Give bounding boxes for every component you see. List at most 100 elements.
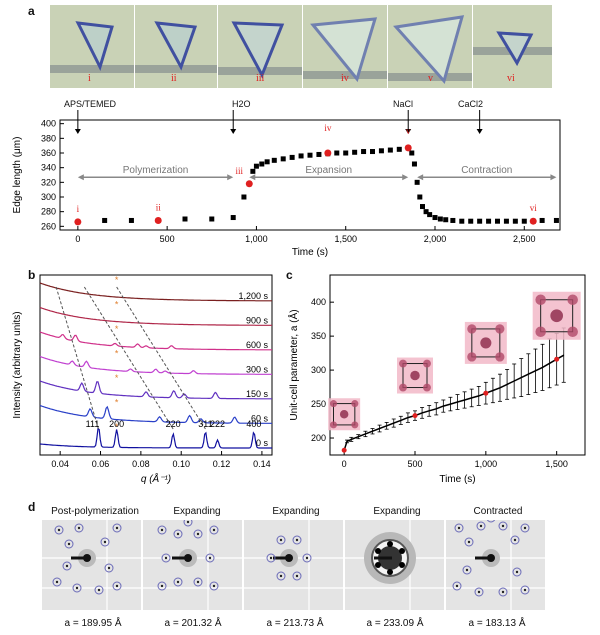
unit-cell-particle (399, 383, 407, 392)
bragg-spot (375, 548, 381, 554)
chart-saxs-intensity: 0.04 0.06 0.08 0.10 0.12 0.14 q (Å⁻¹) Intensity… (12, 274, 273, 485)
highlight-point (74, 218, 82, 226)
bragg-spot (295, 538, 299, 542)
beamstop (475, 556, 493, 560)
peak-marker: * (115, 373, 119, 383)
data-point (409, 150, 415, 156)
indexed-circle (266, 553, 276, 563)
bragg-spot (75, 586, 79, 590)
highlight-label: ii (156, 202, 162, 212)
indexed-circle (183, 520, 193, 527)
x-tick-label: 0.10 (172, 459, 190, 469)
plot-frame (39, 274, 273, 456)
data-point (280, 156, 286, 162)
indexed-circle (94, 585, 104, 595)
phase-arrowhead (77, 174, 84, 181)
panel-letter-a: a (28, 4, 35, 18)
phase-label: Polymerization (123, 165, 189, 176)
bragg-spot (55, 580, 59, 584)
indexed-circle (104, 563, 114, 573)
bragg-spot (160, 528, 164, 532)
bragg-spot (65, 564, 69, 568)
x-tick-label: 1,000 (475, 459, 498, 469)
unit-cell-particle (467, 352, 477, 362)
panel-letter-d: d (28, 500, 36, 514)
peak-marker: * (115, 300, 119, 310)
bragg-spot (515, 570, 519, 574)
y-axis-title: Edge length (μm) (12, 137, 23, 214)
thumb-label-iii: iii (256, 73, 265, 84)
panel-letter-c: c (286, 268, 293, 282)
indexed-circle (173, 529, 183, 539)
time-label: 600 s (246, 340, 269, 350)
unit-cell-particle (535, 326, 546, 338)
peak-marker: * (115, 349, 119, 359)
data-point (209, 216, 215, 222)
crystal-image-vi: vi (473, 5, 553, 88)
data-point (521, 218, 527, 224)
data-point (250, 168, 256, 174)
data-point (102, 217, 108, 223)
peak-marker: * (115, 398, 119, 408)
indexed-circle (193, 529, 203, 539)
indexed-circle (112, 581, 122, 591)
bragg-spot (457, 526, 461, 530)
peak-label: 222 (210, 419, 225, 429)
data-point (307, 152, 313, 158)
x-tick-label: 0 (75, 234, 80, 244)
unit-cell-particle (329, 400, 338, 408)
y-tick-label: 400 (311, 297, 326, 307)
bragg-spot (523, 588, 527, 592)
bragg-spot (269, 556, 273, 560)
unit-cell-particle (351, 421, 359, 429)
data-point (334, 150, 340, 156)
bragg-spot (115, 584, 119, 588)
phase-arrowhead (249, 174, 256, 181)
bragg-spot (97, 588, 101, 592)
bragg-spot (375, 562, 381, 568)
crystal-image-ii: ii (135, 5, 218, 88)
data-point (553, 217, 559, 223)
data-point (539, 217, 545, 223)
x-tick-label: 1,500 (334, 234, 357, 244)
data-point (450, 217, 456, 223)
y-tick-label: 400 (41, 119, 56, 129)
bragg-spot (176, 580, 180, 584)
bragg-spot (279, 574, 283, 578)
guide-line (116, 286, 206, 430)
spectrum-line (39, 404, 272, 424)
data-point (298, 153, 304, 159)
indexed-circle (510, 535, 520, 545)
data-point (370, 149, 375, 155)
x-tick-label: 0.04 (51, 459, 69, 469)
indexed-circle (112, 523, 122, 533)
indexed-circle (209, 581, 219, 591)
data-line (343, 354, 565, 451)
indexed-circle (452, 581, 462, 591)
x-tick-label: 1,000 (245, 234, 268, 244)
highlight-point (404, 144, 412, 152)
phase-arrowhead (550, 174, 557, 181)
x-tick-label: 0.08 (132, 459, 150, 469)
peak-label: 311 (198, 419, 212, 429)
indexed-circle (100, 537, 110, 547)
data-point (352, 149, 358, 155)
beamstop (71, 556, 89, 560)
data-point (182, 216, 188, 222)
event-arrowhead (476, 129, 483, 134)
bragg-spot (103, 540, 107, 544)
bragg-spot (208, 556, 212, 560)
x-axis-title: q (Å⁻¹) (141, 472, 171, 485)
thumb-label-iv: iv (341, 73, 349, 84)
x-tick-label: 0 (342, 459, 347, 469)
thumb-label-vi: vi (507, 73, 515, 84)
bragg-spot (477, 590, 481, 594)
highlight-label: vi (530, 203, 538, 213)
crystal-image-i: i (50, 5, 135, 88)
indexed-circle (498, 521, 508, 531)
x-tick-label: 0.06 (92, 459, 110, 469)
indexed-circle (161, 553, 171, 563)
phase-arrowhead (402, 174, 409, 181)
crystal-image-iv: iv (303, 5, 388, 88)
indexed-circle (157, 525, 167, 535)
